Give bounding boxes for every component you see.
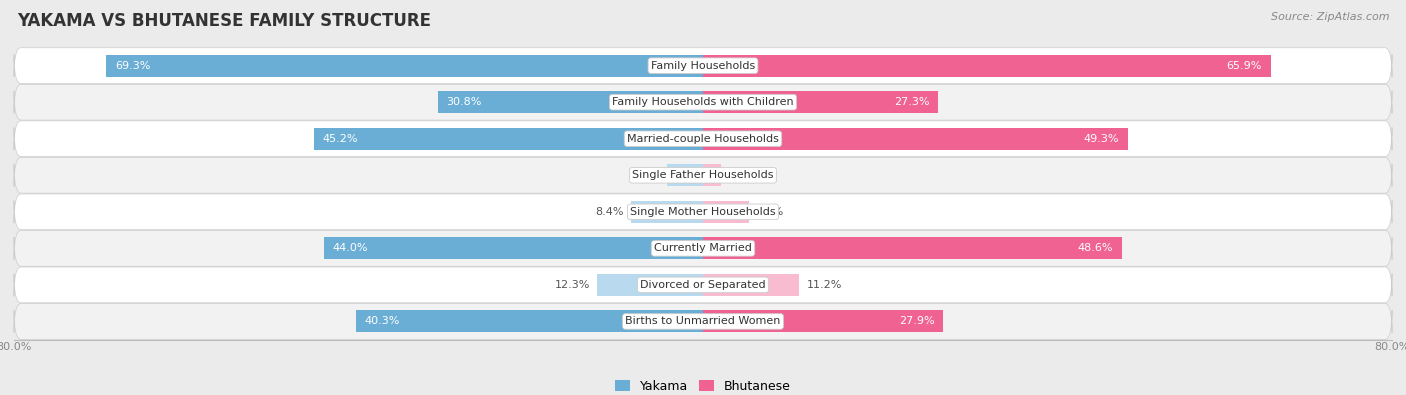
Text: Family Households: Family Households bbox=[651, 61, 755, 71]
Bar bbox=[703, 237, 1122, 259]
Text: Births to Unmarried Women: Births to Unmarried Women bbox=[626, 316, 780, 326]
Text: Single Mother Households: Single Mother Households bbox=[630, 207, 776, 217]
Text: 45.2%: 45.2% bbox=[322, 134, 359, 144]
Bar bbox=[107, 55, 703, 77]
FancyBboxPatch shape bbox=[14, 303, 1392, 339]
FancyBboxPatch shape bbox=[14, 121, 1392, 157]
Text: 11.2%: 11.2% bbox=[807, 280, 842, 290]
Text: 5.3%: 5.3% bbox=[755, 207, 783, 217]
Text: 49.3%: 49.3% bbox=[1084, 134, 1119, 144]
Text: 4.2%: 4.2% bbox=[631, 170, 659, 180]
Text: Single Father Households: Single Father Households bbox=[633, 170, 773, 180]
FancyBboxPatch shape bbox=[14, 84, 1392, 120]
Bar bbox=[631, 201, 703, 223]
Bar bbox=[703, 55, 1271, 77]
FancyBboxPatch shape bbox=[14, 230, 1392, 266]
FancyBboxPatch shape bbox=[14, 194, 1392, 230]
Text: 27.9%: 27.9% bbox=[898, 316, 935, 326]
Text: 40.3%: 40.3% bbox=[364, 316, 399, 326]
FancyBboxPatch shape bbox=[14, 157, 1392, 193]
Bar bbox=[703, 164, 721, 186]
Text: 30.8%: 30.8% bbox=[446, 97, 482, 107]
Text: YAKAMA VS BHUTANESE FAMILY STRUCTURE: YAKAMA VS BHUTANESE FAMILY STRUCTURE bbox=[17, 12, 430, 30]
Bar bbox=[598, 274, 703, 296]
FancyBboxPatch shape bbox=[14, 267, 1392, 303]
Bar bbox=[437, 91, 703, 113]
Text: Married-couple Households: Married-couple Households bbox=[627, 134, 779, 144]
Text: 8.4%: 8.4% bbox=[595, 207, 624, 217]
Text: 69.3%: 69.3% bbox=[115, 61, 150, 71]
FancyBboxPatch shape bbox=[14, 48, 1392, 84]
Text: 44.0%: 44.0% bbox=[333, 243, 368, 253]
Bar bbox=[703, 310, 943, 332]
Bar bbox=[314, 128, 703, 150]
Bar bbox=[703, 201, 748, 223]
Bar bbox=[703, 91, 938, 113]
Text: 48.6%: 48.6% bbox=[1077, 243, 1114, 253]
Bar bbox=[323, 237, 703, 259]
Text: Divorced or Separated: Divorced or Separated bbox=[640, 280, 766, 290]
Bar bbox=[356, 310, 703, 332]
Bar bbox=[703, 274, 800, 296]
Text: 65.9%: 65.9% bbox=[1226, 61, 1263, 71]
Text: Family Households with Children: Family Households with Children bbox=[612, 97, 794, 107]
Bar bbox=[703, 128, 1128, 150]
Text: Currently Married: Currently Married bbox=[654, 243, 752, 253]
Text: 12.3%: 12.3% bbox=[555, 280, 591, 290]
Text: Source: ZipAtlas.com: Source: ZipAtlas.com bbox=[1271, 12, 1389, 22]
Text: 2.1%: 2.1% bbox=[728, 170, 756, 180]
Text: 27.3%: 27.3% bbox=[894, 97, 929, 107]
Legend: Yakama, Bhutanese: Yakama, Bhutanese bbox=[610, 375, 796, 395]
Bar bbox=[666, 164, 703, 186]
